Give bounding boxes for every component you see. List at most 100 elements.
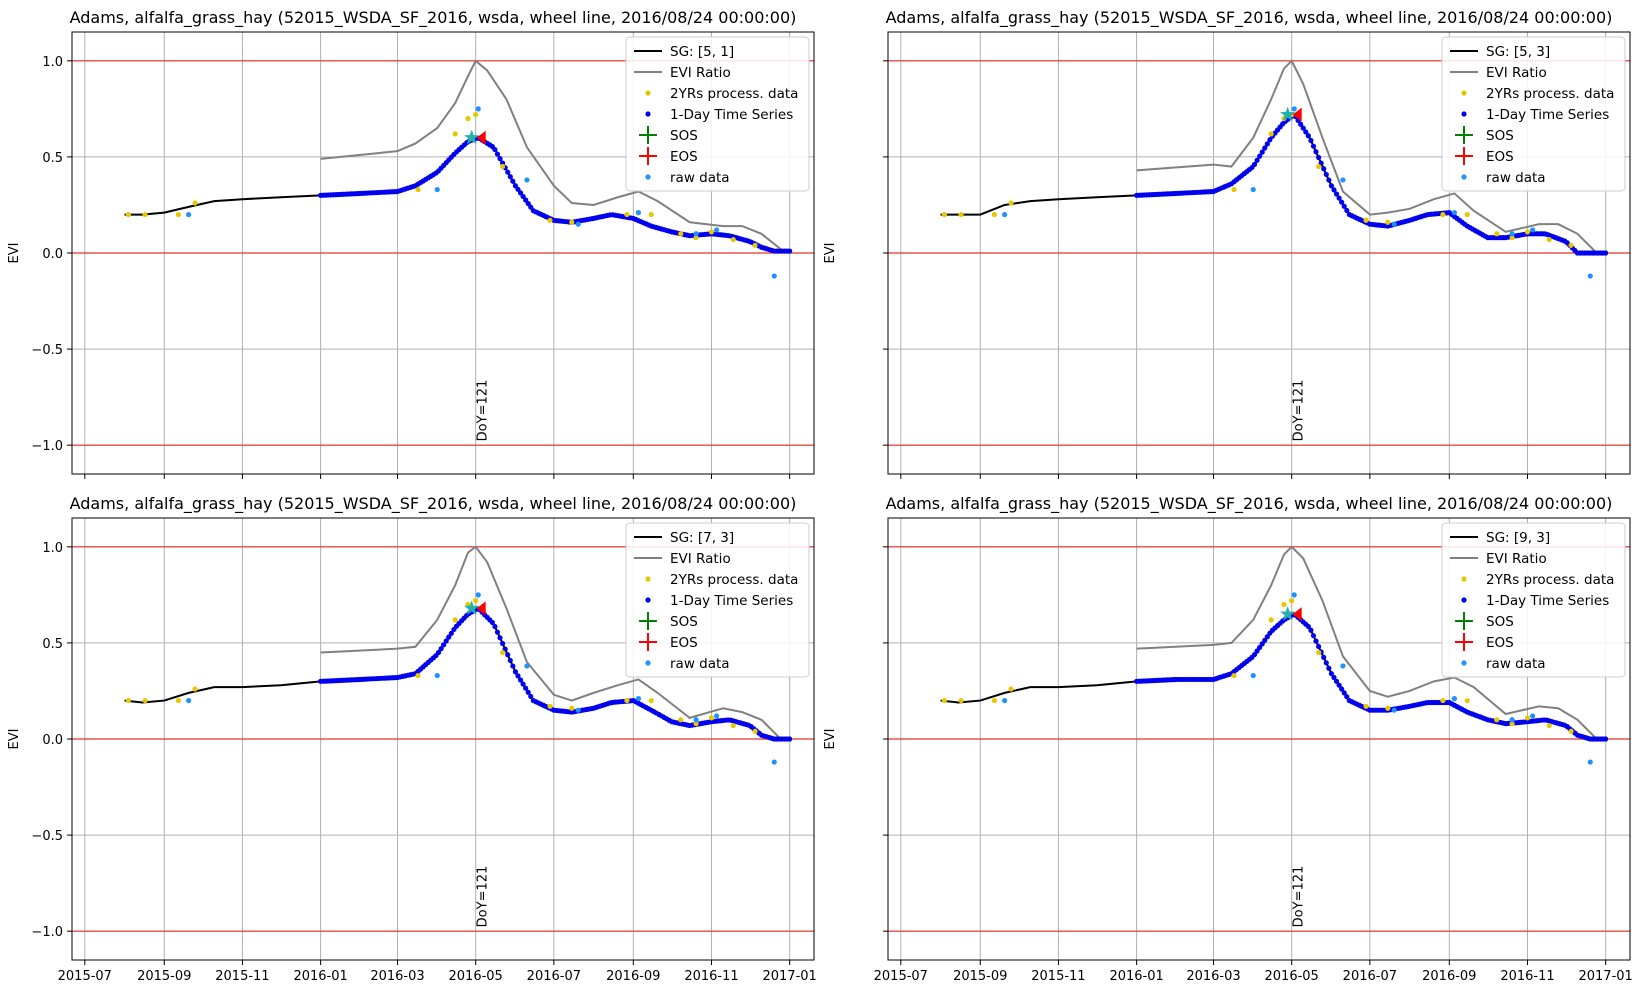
one-day-point — [505, 169, 511, 175]
one-day-point — [1333, 191, 1340, 197]
two-years-point — [192, 686, 198, 692]
raw-data-point — [693, 717, 699, 723]
legend-swatch-raw — [1461, 660, 1467, 666]
x-tick-label: 2016-03 — [370, 969, 424, 984]
one-day-point — [1310, 143, 1317, 149]
two-years-point — [1494, 717, 1500, 723]
two-years-point — [1440, 697, 1446, 704]
panel-4: Adams, alfalfa_grass_hay (52015_WSDA_SF_… — [823, 494, 1633, 984]
x-tick-label: 2016-05 — [449, 969, 503, 984]
two-years-point — [1385, 705, 1391, 711]
one-day-point — [505, 652, 511, 658]
legend-label: raw data — [670, 656, 730, 672]
one-day-point — [494, 629, 501, 635]
raw-data-point — [693, 231, 699, 237]
legend-label: SG: [7, 3] — [670, 530, 734, 546]
evi-ratio-line — [1136, 545, 1598, 740]
two-years-point — [1231, 672, 1237, 679]
two-years-point — [1568, 242, 1574, 248]
one-day-point — [489, 619, 495, 626]
legend: SG: [9, 3] EVI Ratio 2YRs process. data 1-D… — [1441, 522, 1626, 678]
legend-swatch-two-years — [645, 576, 651, 582]
two-years-point — [678, 717, 684, 723]
one-day-point — [1254, 157, 1260, 163]
two-years-point — [1524, 229, 1531, 235]
raw-data-point — [1451, 696, 1458, 702]
y-tick-label: −0.5 — [31, 829, 63, 844]
two-years-point — [1509, 721, 1515, 727]
two-years-point — [473, 112, 479, 118]
x-tick-label: 2015-09 — [953, 969, 1007, 984]
raw-data-point — [771, 273, 777, 279]
two-years-point — [1008, 686, 1014, 692]
one-day-point — [1313, 638, 1319, 644]
raw-data-point — [186, 211, 192, 218]
legend-label: SOS — [670, 128, 698, 144]
raw-data-point — [1291, 592, 1297, 598]
one-day-point — [441, 642, 447, 648]
one-day-point — [517, 677, 524, 683]
y-tick-label: 1.0 — [42, 55, 63, 70]
one-day-point — [525, 689, 531, 695]
legend-label: SOS — [1486, 614, 1514, 630]
x-tick-label: 2016-03 — [1186, 969, 1240, 984]
two-years-point — [648, 697, 654, 704]
raw-data-point — [1530, 713, 1536, 719]
one-day-point — [1321, 654, 1327, 660]
two-years-point — [1385, 219, 1391, 225]
two-years-point — [1464, 211, 1470, 218]
one-day-point — [443, 638, 449, 644]
raw-data-point — [1509, 231, 1515, 237]
one-day-point — [1336, 195, 1342, 201]
two-years-point — [415, 186, 421, 193]
two-years-point — [1268, 131, 1274, 137]
legend-swatch-two-years — [1461, 576, 1467, 582]
legend-label: SOS — [670, 614, 698, 630]
one-day-point — [1305, 623, 1311, 630]
legend-box — [1441, 522, 1626, 678]
one-day-point — [510, 663, 516, 669]
raw-data-point — [1002, 697, 1008, 704]
legend-label: 2YRs process. data — [670, 572, 798, 588]
y-tick-label: 0.5 — [42, 637, 63, 652]
legend: SG: [7, 3] EVI Ratio 2YRs process. data 1-D… — [625, 522, 810, 678]
two-years-point — [1440, 211, 1446, 218]
raw-data-point — [1340, 663, 1346, 669]
panel-title: Adams, alfalfa_grass_hay (52015_WSDA_SF_… — [70, 494, 797, 514]
one-day-point — [1315, 643, 1322, 650]
one-day-point — [1331, 674, 1337, 681]
two-years-point — [465, 115, 471, 122]
y-tick-label: 0.0 — [42, 733, 63, 748]
one-day-point — [515, 673, 521, 679]
doy-annotation: DoY=121 — [476, 866, 491, 928]
two-years-point — [1281, 601, 1287, 608]
two-years-point — [624, 697, 630, 704]
one-day-point — [1339, 686, 1345, 692]
legend-label: raw data — [1486, 170, 1546, 186]
two-years-point — [473, 598, 479, 604]
two-years-point — [1546, 236, 1552, 243]
two-years-point — [1008, 200, 1014, 206]
sos-star-marker — [1280, 106, 1296, 122]
legend-swatch-raw — [1461, 174, 1467, 180]
one-day-point — [507, 174, 513, 180]
one-day-point — [1603, 736, 1609, 742]
two-years-point — [730, 722, 736, 729]
legend-label: 2YRs process. data — [670, 86, 798, 102]
axes-frame — [887, 31, 1631, 475]
raw-data-point — [1250, 186, 1256, 193]
legend-swatch-raw — [645, 174, 651, 180]
two-years-point — [547, 703, 553, 709]
legend-swatch-one-day — [1461, 597, 1467, 603]
legend-swatch-two-years — [1461, 90, 1467, 96]
raw-data-point — [434, 186, 440, 193]
two-years-point — [708, 229, 715, 235]
one-day-point — [528, 693, 534, 700]
one-day-point — [1315, 154, 1322, 161]
x-tick-label: 2015-07 — [874, 969, 928, 984]
legend-label: SOS — [1486, 128, 1514, 144]
one-day-point — [492, 146, 498, 153]
legend-label: EOS — [670, 635, 698, 651]
x-tick-label: 2016-01 — [1109, 969, 1163, 984]
one-day-point — [1313, 149, 1319, 155]
